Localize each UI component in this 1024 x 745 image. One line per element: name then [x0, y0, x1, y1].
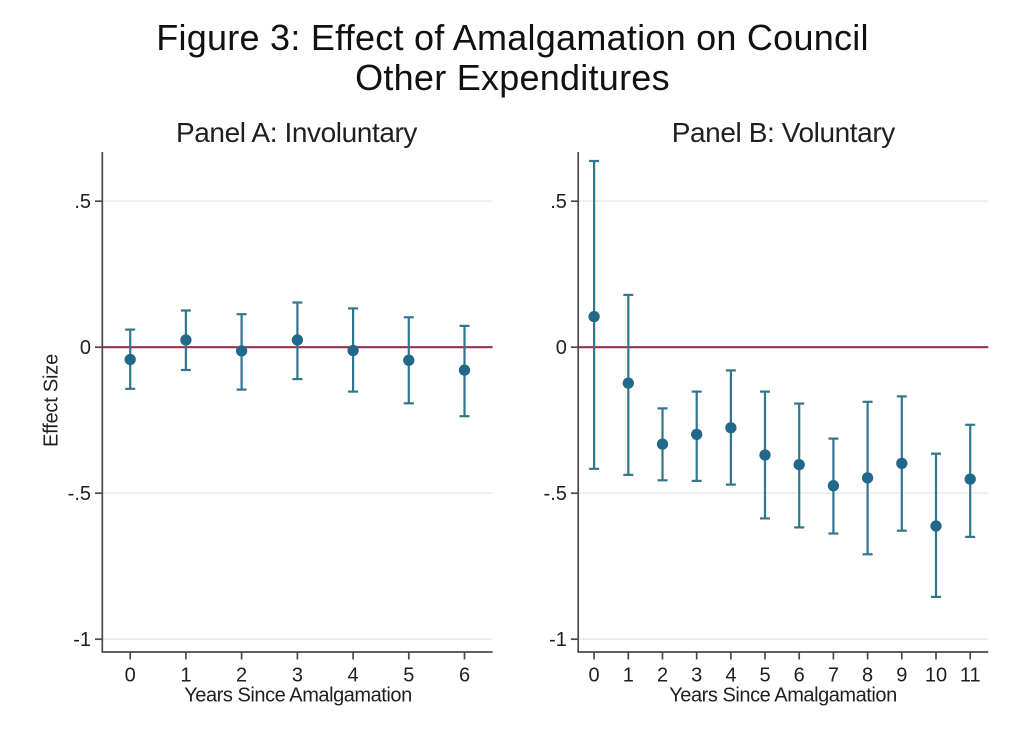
- svg-text:8: 8: [862, 665, 873, 687]
- svg-text:0: 0: [80, 337, 91, 359]
- svg-text:0: 0: [589, 665, 600, 687]
- svg-text:5: 5: [403, 665, 414, 687]
- svg-text:4: 4: [725, 665, 736, 687]
- svg-text:Years Since Amalgamation: Years Since Amalgamation: [184, 685, 412, 707]
- svg-text:10: 10: [925, 665, 947, 687]
- svg-text:Figure 3: Effect of Amalgamati: Figure 3: Effect of Amalgamation on Coun…: [156, 17, 868, 58]
- svg-text:9: 9: [896, 665, 907, 687]
- svg-text:-.5: -.5: [68, 483, 91, 505]
- svg-text:-1: -1: [549, 629, 567, 651]
- svg-text:1: 1: [623, 665, 634, 687]
- svg-text:2: 2: [657, 665, 668, 687]
- svg-text:Effect Size: Effect Size: [41, 354, 63, 447]
- svg-text:4: 4: [348, 665, 359, 687]
- svg-text:7: 7: [828, 665, 839, 687]
- svg-text:3: 3: [691, 665, 702, 687]
- svg-text:11: 11: [960, 665, 981, 687]
- svg-text:5: 5: [759, 665, 770, 687]
- svg-text:.5: .5: [74, 191, 91, 213]
- svg-text:-.5: -.5: [544, 483, 567, 505]
- svg-text:0: 0: [125, 665, 136, 687]
- svg-text:-1: -1: [73, 629, 91, 651]
- svg-text:.5: .5: [550, 191, 567, 213]
- svg-text:Panel A: Involuntary: Panel A: Involuntary: [176, 117, 417, 148]
- svg-text:0: 0: [556, 337, 567, 359]
- svg-text:6: 6: [794, 665, 805, 687]
- svg-text:Panel B: Voluntary: Panel B: Voluntary: [672, 117, 896, 148]
- svg-text:Years Since Amalgamation: Years Since Amalgamation: [669, 685, 897, 707]
- svg-text:2: 2: [236, 665, 247, 687]
- svg-text:6: 6: [459, 665, 470, 687]
- svg-text:1: 1: [180, 665, 191, 687]
- svg-text:3: 3: [292, 665, 303, 687]
- svg-text:Other Expenditures: Other Expenditures: [355, 57, 670, 98]
